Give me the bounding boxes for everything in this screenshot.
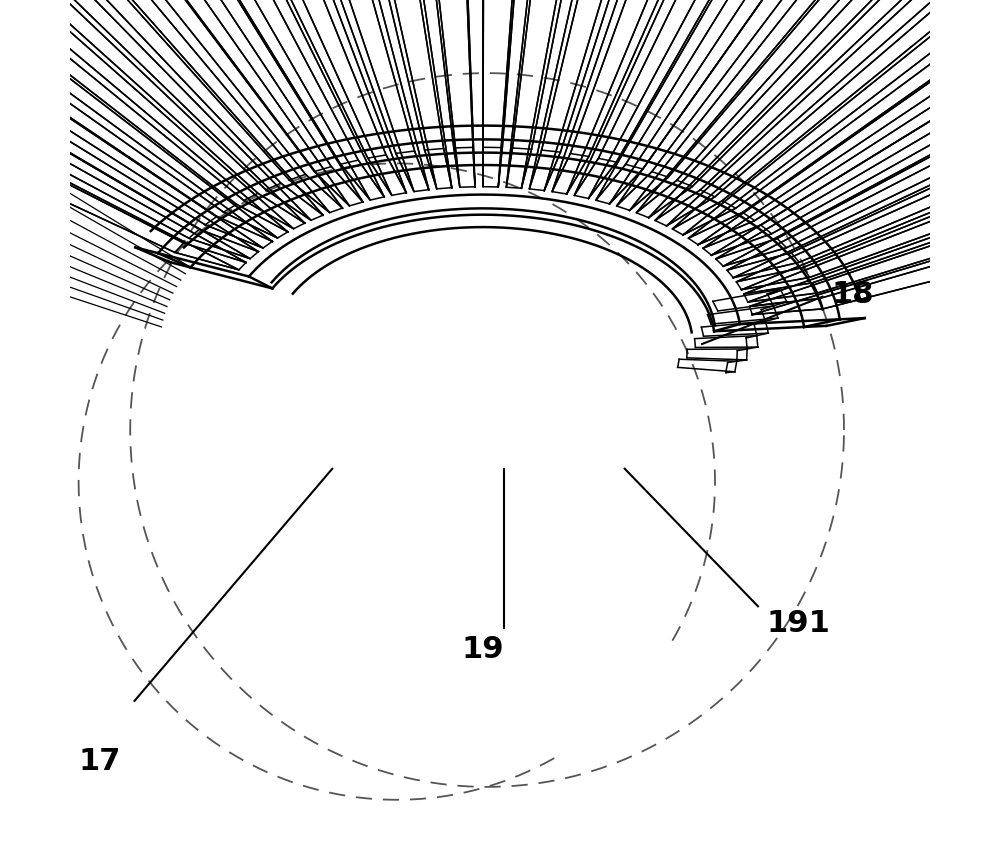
Text: 191: 191 xyxy=(767,609,830,638)
Text: 19: 19 xyxy=(461,635,504,664)
Text: 18: 18 xyxy=(831,280,874,310)
Text: 17: 17 xyxy=(79,746,121,776)
